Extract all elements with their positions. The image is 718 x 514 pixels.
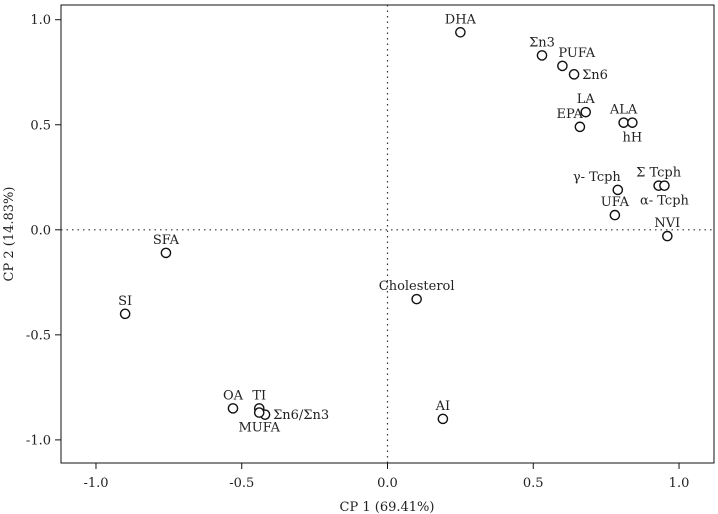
data-point <box>557 60 568 72</box>
data-point <box>253 407 265 418</box>
y-tick-label: -1.0 <box>26 433 51 448</box>
point-label: Σn6 <box>582 68 608 83</box>
data-point <box>662 230 673 242</box>
y-tick-label: 0.5 <box>30 118 51 133</box>
point-label: OA <box>223 388 244 403</box>
point-label: α- Tcph <box>640 194 690 209</box>
point-label: TI <box>252 388 266 403</box>
data-point <box>411 293 422 305</box>
point-label: SI <box>118 294 132 309</box>
data-point <box>618 117 629 128</box>
x-tick-label: 0.5 <box>523 476 544 491</box>
y-axis-ticks: -1.0 -0.5 0.0 0.5 1.0 <box>26 13 61 448</box>
x-axis-ticks: -1.0 -0.5 0.0 0.5 1.0 <box>83 463 689 491</box>
point-label: NVI <box>654 216 680 231</box>
point-label: PUFA <box>558 46 595 61</box>
data-point <box>627 117 638 128</box>
x-tick-label: 0.0 <box>377 476 398 491</box>
data-point <box>437 413 449 425</box>
point-label: EPA <box>556 107 583 122</box>
data-point <box>609 209 621 221</box>
point-label: Cholesterol <box>379 279 455 294</box>
point-label: γ- Tcph <box>573 170 622 185</box>
x-tick-label: -0.5 <box>229 476 254 491</box>
y-tick-label: -0.5 <box>26 328 51 343</box>
y-axis-title: CP 2 (14.83%) <box>2 187 17 282</box>
x-axis-title: CP 1 (69.41%) <box>340 500 435 514</box>
point-label: Σn3 <box>529 35 555 50</box>
point-label: hH <box>623 131 643 146</box>
data-point <box>160 247 172 259</box>
x-tick-label: -1.0 <box>83 476 108 491</box>
y-tick-label: 0.0 <box>30 223 51 238</box>
data-point <box>574 121 586 133</box>
point-label: MUFA <box>238 421 280 436</box>
point-label: LA <box>577 92 596 107</box>
x-tick-label: 1.0 <box>669 476 690 491</box>
data-points <box>119 27 673 425</box>
point-label: Σn6/Σn3 <box>273 408 329 423</box>
data-point <box>659 180 670 191</box>
data-point <box>119 308 131 320</box>
data-point <box>536 50 548 61</box>
point-label: ALA <box>609 103 638 118</box>
data-point <box>455 27 466 38</box>
data-point <box>227 403 239 414</box>
point-label: AI <box>435 399 451 414</box>
data-point <box>568 69 580 80</box>
data-point <box>580 106 592 118</box>
point-label: UFA <box>601 195 630 210</box>
point-label: Σ Tcph <box>636 166 682 181</box>
y-tick-label: 1.0 <box>30 13 51 28</box>
point-label: SFA <box>153 233 180 248</box>
data-point <box>612 184 624 196</box>
point-label: DHA <box>445 12 477 27</box>
